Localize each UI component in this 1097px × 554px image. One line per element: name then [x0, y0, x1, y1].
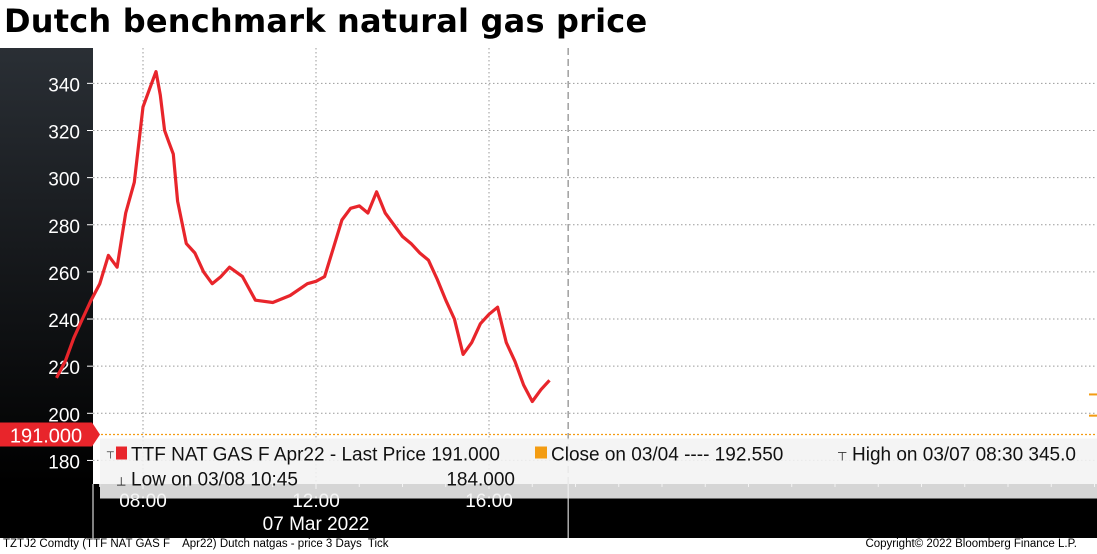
chart-title: Dutch benchmark natural gas price: [4, 2, 648, 40]
y-tick-label: 200: [48, 405, 80, 426]
last-price-badge: [0, 422, 92, 447]
legend-series-swatch: [116, 446, 127, 460]
legend-series-label: TTF NAT GAS F Apr22 - Last Price 191.000: [131, 445, 500, 466]
legend-low-marker-icon: ⊥: [116, 475, 126, 489]
legend-low-label: Low on 03/08 10:45: [131, 470, 298, 491]
legend-box: [100, 438, 1097, 499]
legend-series-marker-icon: ⊤: [106, 451, 115, 462]
y-tick-label: 240: [48, 311, 80, 332]
footer-copyright: Copyright© 2022 Bloomberg Finance L.P.: [865, 538, 1077, 550]
legend-high-label: High on 03/07 08:30 345.0: [852, 445, 1076, 466]
last-price-label: 191.000: [10, 426, 82, 448]
y-tick-label: 300: [48, 170, 80, 191]
plot-area: [93, 48, 1097, 484]
legend-low-value: 184.000: [446, 470, 515, 491]
footer-ticker-description: TZTJ2 Comdty (TTF NAT GAS F Apr22) Dutch…: [3, 538, 389, 550]
legend-close-swatch: [535, 446, 547, 459]
y-tick-label: 340: [48, 75, 80, 96]
last-price-badge-arrow: [92, 422, 100, 447]
y-tick-label: 260: [48, 264, 80, 285]
y-tick-label: 320: [48, 122, 80, 143]
y-tick-label: 280: [48, 217, 80, 238]
legend-close-label: Close on 03/04 ---- 192.550: [551, 445, 783, 466]
y-tick-label: 180: [48, 452, 80, 473]
y-axis-panel: [0, 48, 93, 484]
price-series-line: [55, 69, 551, 404]
x-day-label: 07 Mar 2022: [263, 514, 370, 535]
legend-high-marker-icon: ⊤: [837, 450, 847, 464]
y-tick-label: 220: [48, 358, 80, 379]
